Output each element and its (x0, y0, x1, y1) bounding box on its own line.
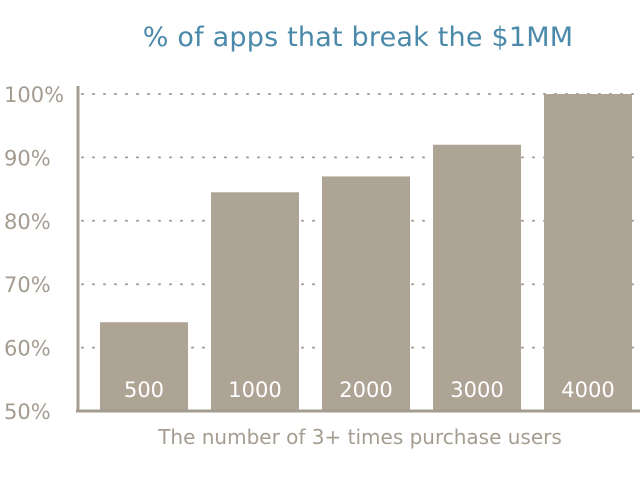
y-tick-label-80: 80% (4, 210, 51, 234)
category-label-3000: 3000 (450, 378, 503, 402)
category-label-1000: 1000 (228, 378, 281, 402)
bar-1000 (211, 192, 299, 411)
y-tick-label-50: 50% (4, 400, 51, 424)
x-axis-label: The number of 3+ times purchase users (158, 425, 562, 449)
category-label-2000: 2000 (339, 378, 392, 402)
y-tick-label-100: 100% (4, 83, 64, 107)
bar-4000 (544, 94, 632, 411)
chart-title: % of apps that break the $1MM (142, 22, 574, 53)
bar-3000 (433, 144, 521, 411)
y-tick-label-60: 60% (4, 337, 51, 361)
category-label-4000: 4000 (561, 378, 614, 402)
bar-2000 (322, 176, 410, 411)
y-tick-label-90: 90% (4, 146, 51, 170)
y-tick-label-70: 70% (4, 273, 51, 297)
category-label-500: 500 (124, 378, 164, 402)
bar-500 (100, 322, 188, 411)
